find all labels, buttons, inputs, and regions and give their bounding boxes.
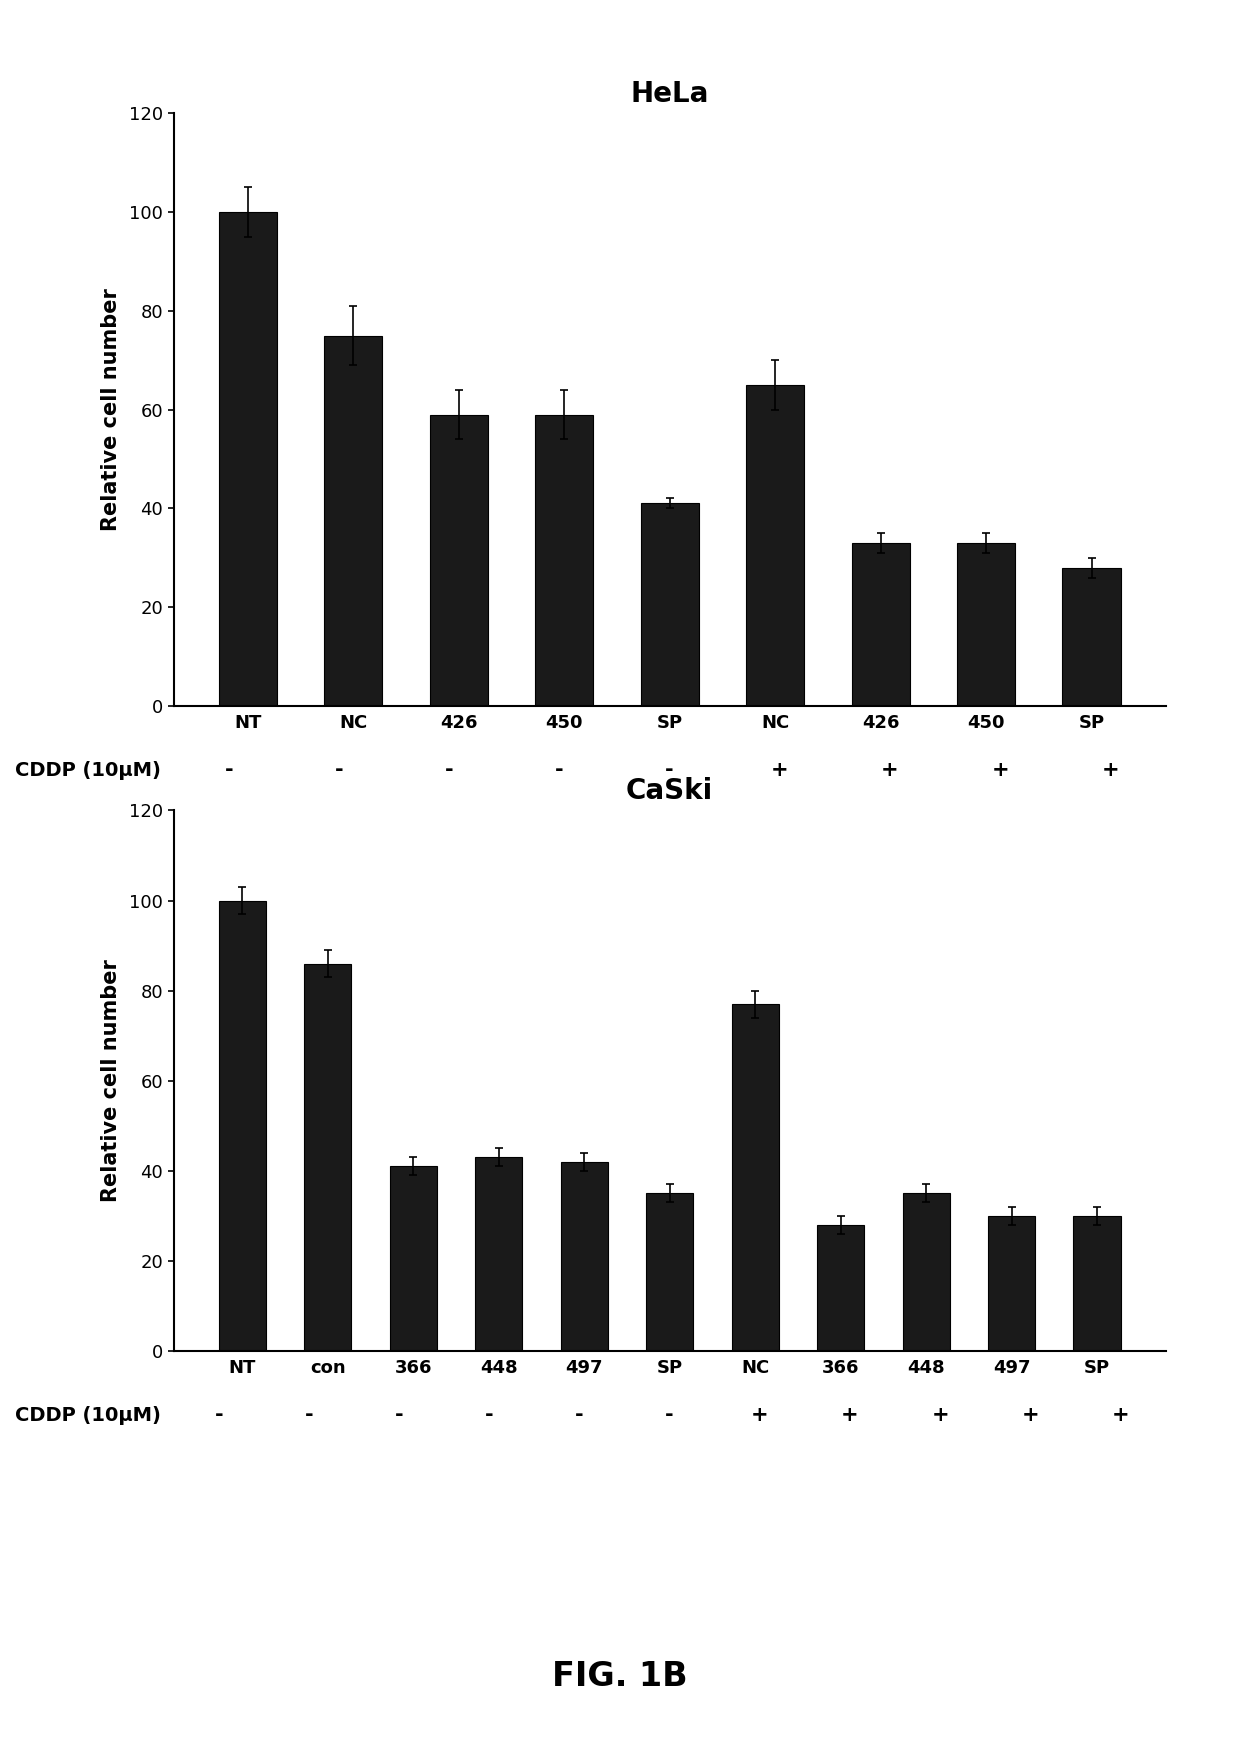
Text: -: - <box>305 1405 314 1426</box>
Title: HeLa: HeLa <box>630 80 709 108</box>
Bar <box>957 544 1016 706</box>
Bar <box>218 213 277 706</box>
Text: +: + <box>771 760 789 781</box>
Bar <box>389 1166 436 1351</box>
Bar <box>304 964 351 1351</box>
Text: +: + <box>882 760 899 781</box>
Text: +: + <box>1112 1405 1130 1426</box>
Text: +: + <box>1022 1405 1039 1426</box>
Text: -: - <box>445 760 454 781</box>
Text: -: - <box>556 760 564 781</box>
Text: CDDP (10μM): CDDP (10μM) <box>15 1407 161 1424</box>
Text: CDDP (10μM): CDDP (10μM) <box>15 762 161 779</box>
Bar <box>732 1004 779 1351</box>
Bar <box>560 1161 608 1351</box>
Text: -: - <box>394 1405 403 1426</box>
Bar <box>746 385 804 706</box>
Text: +: + <box>1101 760 1120 781</box>
Bar <box>1074 1217 1121 1351</box>
Text: +: + <box>992 760 1009 781</box>
Bar <box>536 415 593 706</box>
Title: CaSki: CaSki <box>626 777 713 805</box>
Text: -: - <box>485 1405 494 1426</box>
Text: -: - <box>666 760 673 781</box>
Bar <box>1063 568 1121 706</box>
Text: -: - <box>224 760 233 781</box>
Bar <box>324 335 382 706</box>
Text: +: + <box>841 1405 859 1426</box>
Text: +: + <box>751 1405 769 1426</box>
Text: -: - <box>335 760 343 781</box>
Bar <box>852 544 910 706</box>
Text: -: - <box>215 1405 223 1426</box>
Y-axis label: Relative cell number: Relative cell number <box>100 288 120 532</box>
Bar <box>475 1157 522 1351</box>
Text: -: - <box>575 1405 584 1426</box>
Bar <box>903 1194 950 1351</box>
Bar <box>218 901 265 1351</box>
Bar <box>429 415 487 706</box>
Bar <box>817 1225 864 1351</box>
Bar <box>641 504 698 706</box>
Text: +: + <box>931 1405 949 1426</box>
Text: -: - <box>666 1405 673 1426</box>
Bar <box>646 1194 693 1351</box>
Text: FIG. 1B: FIG. 1B <box>552 1661 688 1692</box>
Y-axis label: Relative cell number: Relative cell number <box>100 959 120 1203</box>
Bar <box>988 1217 1035 1351</box>
